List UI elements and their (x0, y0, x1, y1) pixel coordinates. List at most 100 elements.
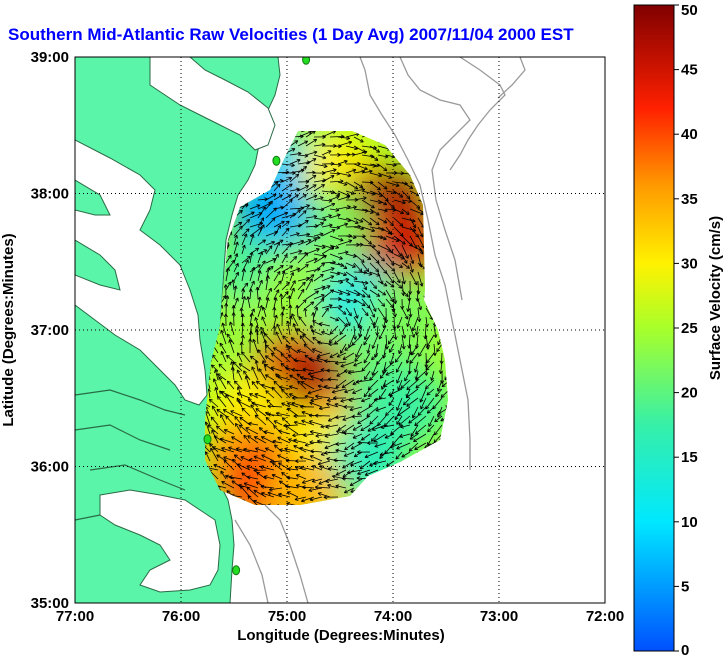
velocity-arrowhead (278, 429, 282, 434)
velocity-arrowhead (276, 270, 281, 275)
velocity-arrow (317, 492, 331, 498)
velocity-arrowhead (363, 286, 367, 291)
velocity-arrowhead (440, 394, 445, 398)
velocity-arrowhead (262, 239, 266, 244)
velocity-arrow (329, 271, 340, 275)
velocity-arrow (345, 289, 360, 296)
velocity-arrowhead (292, 433, 296, 438)
velocity-arrowhead (241, 351, 245, 356)
velocity-arrow (329, 136, 345, 138)
velocity-arrow (265, 200, 273, 210)
velocity-arrow (263, 333, 275, 345)
velocity-arrowhead (246, 486, 251, 491)
velocity-arrowhead (273, 207, 277, 212)
velocity-arrowhead (245, 427, 250, 431)
velocity-arrow (401, 334, 405, 350)
velocity-arrowhead (234, 234, 238, 239)
velocity-arrowhead (343, 265, 348, 269)
velocity-arrow (241, 288, 244, 300)
velocity-arrow (393, 325, 397, 340)
velocity-arrow (307, 388, 323, 394)
velocity-arrow (361, 226, 375, 232)
velocity-arrow (337, 307, 347, 315)
velocity-arrow (393, 235, 406, 245)
velocity-arrowhead (347, 470, 351, 475)
velocity-arrow (361, 181, 374, 183)
velocity-arrow (257, 270, 261, 282)
velocity-arrow (279, 480, 291, 489)
velocity-arrow (289, 188, 300, 192)
velocity-arrow (273, 297, 277, 309)
velocity-arrowhead (371, 313, 376, 318)
velocity-arrowhead (382, 291, 387, 296)
velocity-arrowhead (216, 454, 221, 459)
velocity-arrow (234, 380, 243, 390)
velocity-arrow (286, 476, 299, 480)
velocity-arrow (293, 445, 307, 453)
velocity-arrowhead (385, 412, 389, 416)
velocity-arrow (313, 217, 327, 221)
velocity-arrow (223, 459, 235, 471)
velocity-arrow (289, 385, 299, 390)
velocity-arrowhead (331, 229, 336, 233)
velocity-arrowhead (304, 442, 309, 447)
velocity-arrowhead (301, 419, 306, 424)
velocity-arrow (289, 250, 303, 255)
velocity-arrowhead (411, 327, 416, 332)
velocity-arrowhead (299, 335, 304, 340)
velocity-arrow (265, 241, 275, 246)
velocity-arrowhead (248, 330, 253, 335)
velocity-arrow (409, 343, 412, 355)
velocity-arrow (233, 297, 239, 309)
velocity-arrowhead (403, 401, 407, 406)
velocity-arrow (293, 421, 307, 426)
velocity-arrow (373, 460, 387, 465)
velocity-arrowhead (324, 433, 329, 438)
velocity-arrow (297, 154, 309, 157)
velocity-arrowhead (249, 322, 254, 327)
velocity-arrowhead (220, 329, 225, 334)
velocity-arrowhead (225, 394, 230, 399)
velocity-arrowhead (223, 284, 228, 288)
velocity-arrow (325, 424, 339, 428)
velocity-arrowhead (321, 330, 325, 335)
velocity-arrow (309, 420, 323, 426)
velocity-arrow (251, 366, 259, 381)
velocity-arrow (287, 354, 299, 363)
velocity-arrow (379, 370, 387, 379)
velocity-arrow (353, 145, 366, 153)
velocity-arrowhead (273, 314, 278, 319)
velocity-arrow (305, 131, 316, 138)
velocity-arrowhead (332, 396, 337, 401)
velocity-arrowhead (347, 173, 352, 178)
velocity-arrow (309, 496, 323, 501)
velocity-arrow (341, 424, 355, 434)
velocity-arrowhead (239, 307, 244, 312)
velocity-arrow (249, 312, 253, 327)
velocity-arrowhead (326, 368, 330, 373)
velocity-arrowhead (215, 425, 220, 430)
velocity-arrowhead (265, 416, 270, 421)
velocity-arrowhead (291, 148, 296, 152)
velocity-arrowhead (313, 257, 318, 262)
velocity-arrow (409, 352, 419, 364)
velocity-arrowhead (239, 485, 244, 490)
velocity-arrowhead (314, 485, 319, 490)
velocity-arrow (406, 352, 411, 364)
velocity-arrowhead (376, 186, 381, 191)
velocity-arrowhead (370, 204, 375, 209)
velocity-arrow (405, 388, 419, 398)
velocity-arrow (239, 416, 251, 426)
velocity-arrow (427, 433, 435, 446)
velocity-arrowhead (241, 268, 246, 273)
velocity-arrow (297, 349, 307, 354)
velocity-arrow (285, 425, 299, 435)
velocity-arrowhead (383, 167, 388, 172)
velocity-arrow (297, 277, 310, 282)
velocity-arrow (257, 224, 265, 237)
velocity-arrow (321, 246, 335, 255)
velocity-arrowhead (407, 370, 412, 375)
velocity-arrowhead (413, 438, 418, 443)
velocity-arrowhead (369, 420, 374, 425)
velocity-arrow (370, 433, 379, 442)
